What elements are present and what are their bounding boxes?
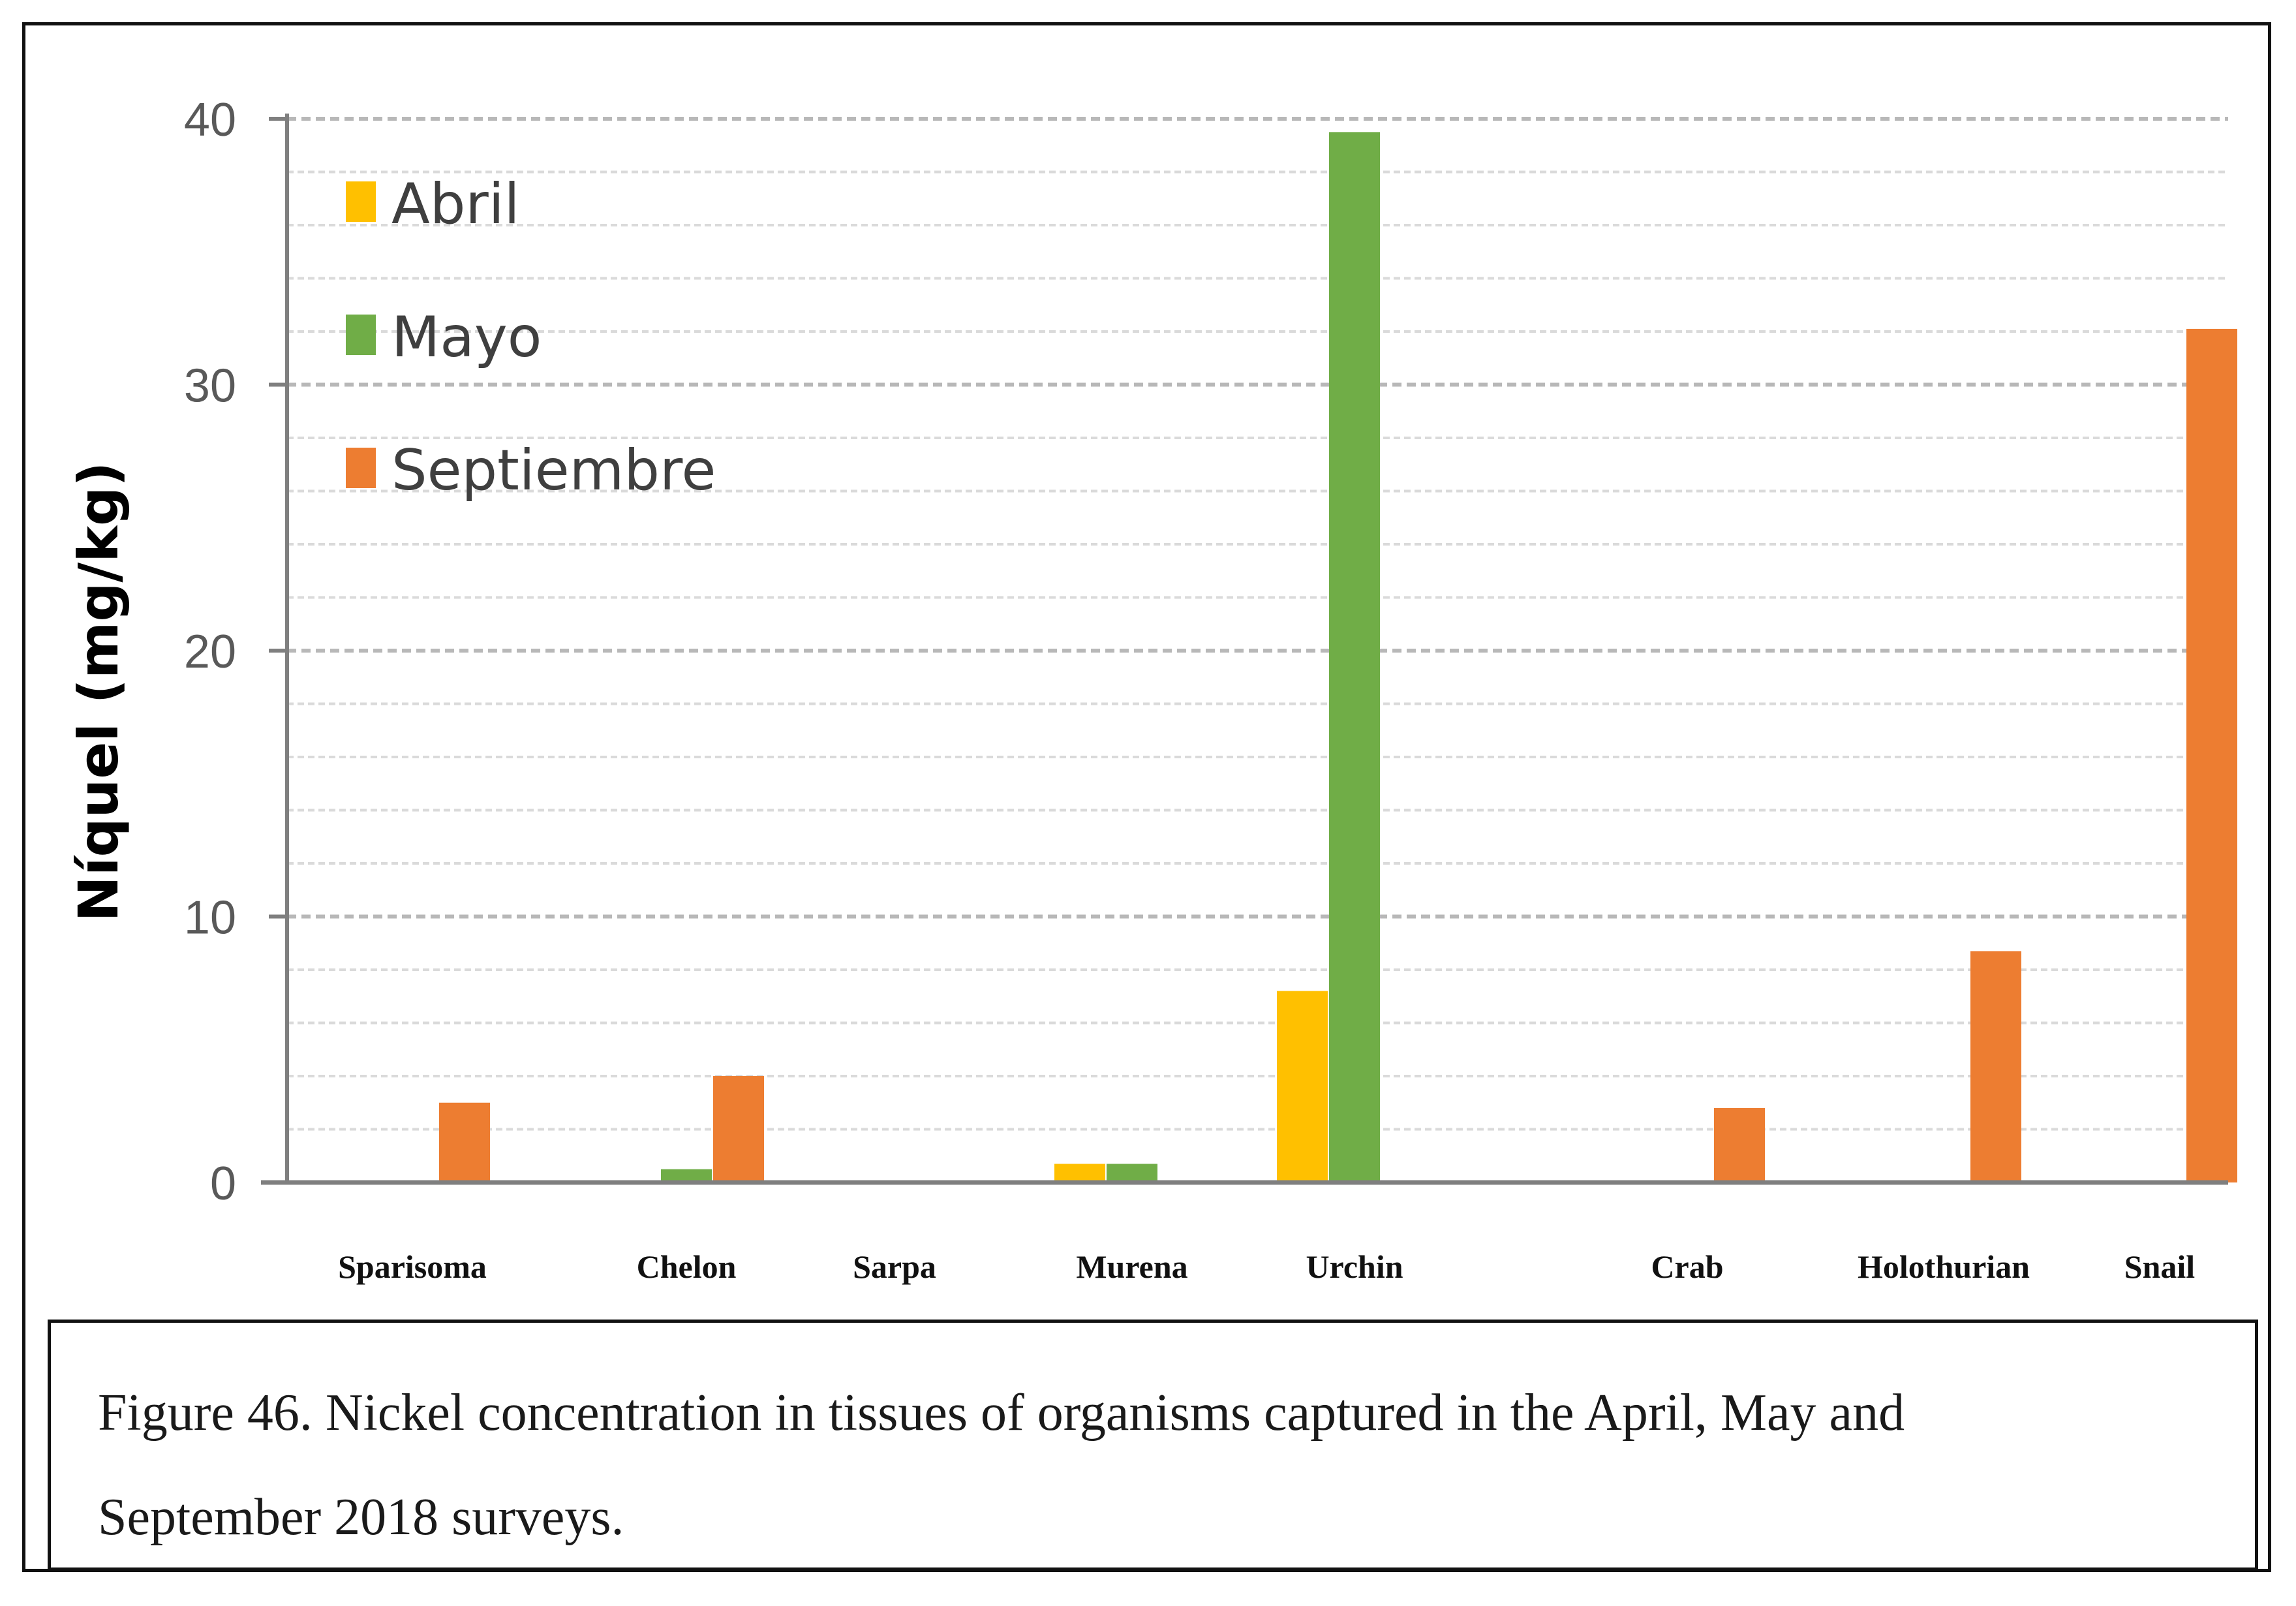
category-label-crab: Crab — [1651, 1248, 1723, 1285]
legend-label: Mayo — [391, 305, 542, 370]
category-label-chelon: Chelon — [637, 1248, 737, 1285]
bar-chelon-septiembre — [713, 1076, 764, 1182]
y-tick-label: 40 — [184, 94, 236, 146]
bar-urchin-abril — [1277, 991, 1328, 1182]
legend-item-abril: Abril — [346, 172, 520, 237]
figure-caption: Figure 46. Nickel concentration in tissu… — [48, 1320, 2258, 1571]
y-tick-label: 10 — [184, 892, 236, 944]
category-label-sarpa: Sarpa — [853, 1248, 936, 1285]
legend-swatch — [346, 315, 376, 355]
category-label-sparisoma: Sparisoma — [338, 1248, 487, 1285]
y-tick-label: 20 — [184, 626, 236, 678]
bar-chelon-mayo — [661, 1169, 712, 1182]
bar-murena-abril — [1054, 1164, 1105, 1182]
bar-chart: 0 10 20 30 40 Sparisoma Chelon Sarpa Murena Urch… — [67, 94, 2237, 1285]
bar-sparisoma-septiembre — [439, 1102, 490, 1182]
category-label-holothurian: Holothurian — [1858, 1248, 2030, 1285]
gridlines — [287, 117, 2228, 1131]
caption-line-2: September 2018 surveys. — [98, 1489, 624, 1546]
legend-item-septiembre: Septiembre — [346, 438, 716, 503]
bar-crab-septiembre — [1714, 1107, 1765, 1182]
caption-line-1: Figure 46. Nickel concentration in tissu… — [98, 1384, 1905, 1442]
y-tick-labels: 0 10 20 30 40 — [184, 94, 236, 1210]
legend-label: Septiembre — [391, 438, 716, 503]
bar-snail-septiembre — [2186, 328, 2237, 1182]
category-label-snail: Snail — [2124, 1248, 2196, 1285]
bars — [439, 132, 2237, 1182]
y-tick-label: 0 — [210, 1158, 236, 1210]
y-tick-label: 30 — [184, 360, 236, 412]
axes — [261, 114, 2228, 1185]
bar-murena-mayo — [1107, 1164, 1157, 1182]
legend-item-mayo: Mayo — [346, 305, 542, 370]
legend-swatch — [346, 181, 376, 222]
category-label-murena: Murena — [1076, 1248, 1187, 1285]
legend-swatch — [346, 448, 376, 488]
category-labels: Sparisoma Chelon Sarpa Murena Urchin Crab Holo… — [338, 1248, 2195, 1285]
bar-urchin-mayo — [1329, 132, 1380, 1182]
y-axis-title: Níquel (mg/kg) — [67, 461, 130, 921]
legend-label: Abril — [391, 172, 520, 237]
bar-holothurian-septiembre — [1970, 951, 2021, 1182]
category-label-urchin: Urchin — [1306, 1248, 1403, 1285]
legend: Abril Mayo Septiembre — [346, 172, 716, 503]
